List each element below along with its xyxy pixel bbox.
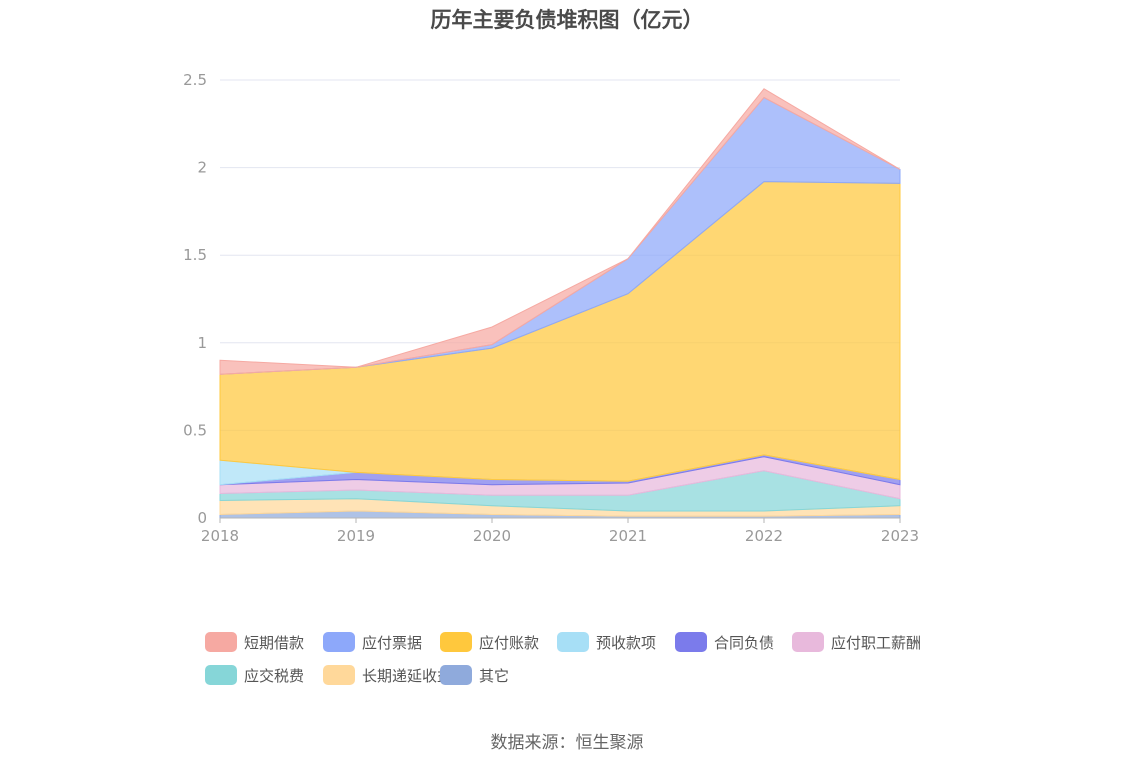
legend-item[interactable]: 应交税费 <box>205 663 304 687</box>
legend-label: 应付票据 <box>362 633 423 652</box>
y-tick-label: 2.5 <box>183 71 207 89</box>
y-tick-label: 1 <box>197 334 207 352</box>
legend-label: 应付职工薪酬 <box>831 633 922 652</box>
legend-item[interactable]: 应付票据 <box>323 630 422 654</box>
legend-label: 长期递延收益 <box>362 666 453 685</box>
legend-swatch <box>440 665 472 685</box>
series-areas <box>219 88 901 519</box>
legend-label: 预收款项 <box>596 633 657 652</box>
legend-item[interactable]: 短期借款 <box>205 630 304 654</box>
legend-swatch <box>440 632 472 652</box>
x-tick-label: 2019 <box>337 527 375 545</box>
y-tick-label: 2 <box>197 159 207 177</box>
data-source-note: 数据来源：恒生聚源 <box>490 733 644 753</box>
x-tick-label: 2021 <box>609 527 647 545</box>
legend-label: 应付账款 <box>479 633 540 652</box>
legend-swatch <box>205 632 237 652</box>
legend-swatch <box>323 665 355 685</box>
y-tick-label: 0 <box>197 509 207 527</box>
legend-item[interactable]: 预收款项 <box>557 630 656 654</box>
axes: 0 0.5 1 1.5 2 2.5 2018 2019 2020 2021 2022 2023 <box>183 71 919 545</box>
x-tick-label: 2023 <box>881 527 919 545</box>
x-tick-label: 2018 <box>201 527 239 545</box>
legend-label: 短期借款 <box>244 633 305 652</box>
y-tick-label: 0.5 <box>183 421 207 439</box>
legend-item[interactable]: 合同负债 <box>675 630 774 654</box>
legend-item[interactable]: 长期递延收益 <box>323 663 452 687</box>
legend-swatch <box>792 632 824 652</box>
legend-swatch <box>323 632 355 652</box>
legend-item[interactable]: 应付账款 <box>440 630 539 654</box>
area-series-8[interactable] <box>219 88 901 375</box>
legend-swatch <box>675 632 707 652</box>
legend-swatch <box>205 665 237 685</box>
legend-swatch <box>557 632 589 652</box>
area-series-6[interactable] <box>219 181 901 482</box>
legend-item[interactable]: 其它 <box>440 663 509 687</box>
legend-item[interactable]: 应付职工薪酬 <box>792 630 921 654</box>
y-tick-label: 1.5 <box>183 246 207 264</box>
legend-label: 应交税费 <box>244 666 305 685</box>
x-tick-label: 2020 <box>473 527 511 545</box>
x-tick-label: 2022 <box>745 527 783 545</box>
legend-label: 其它 <box>479 666 510 685</box>
chart-title: 历年主要负债堆积图（亿元） <box>430 8 704 32</box>
legend-label: 合同负债 <box>714 633 775 652</box>
